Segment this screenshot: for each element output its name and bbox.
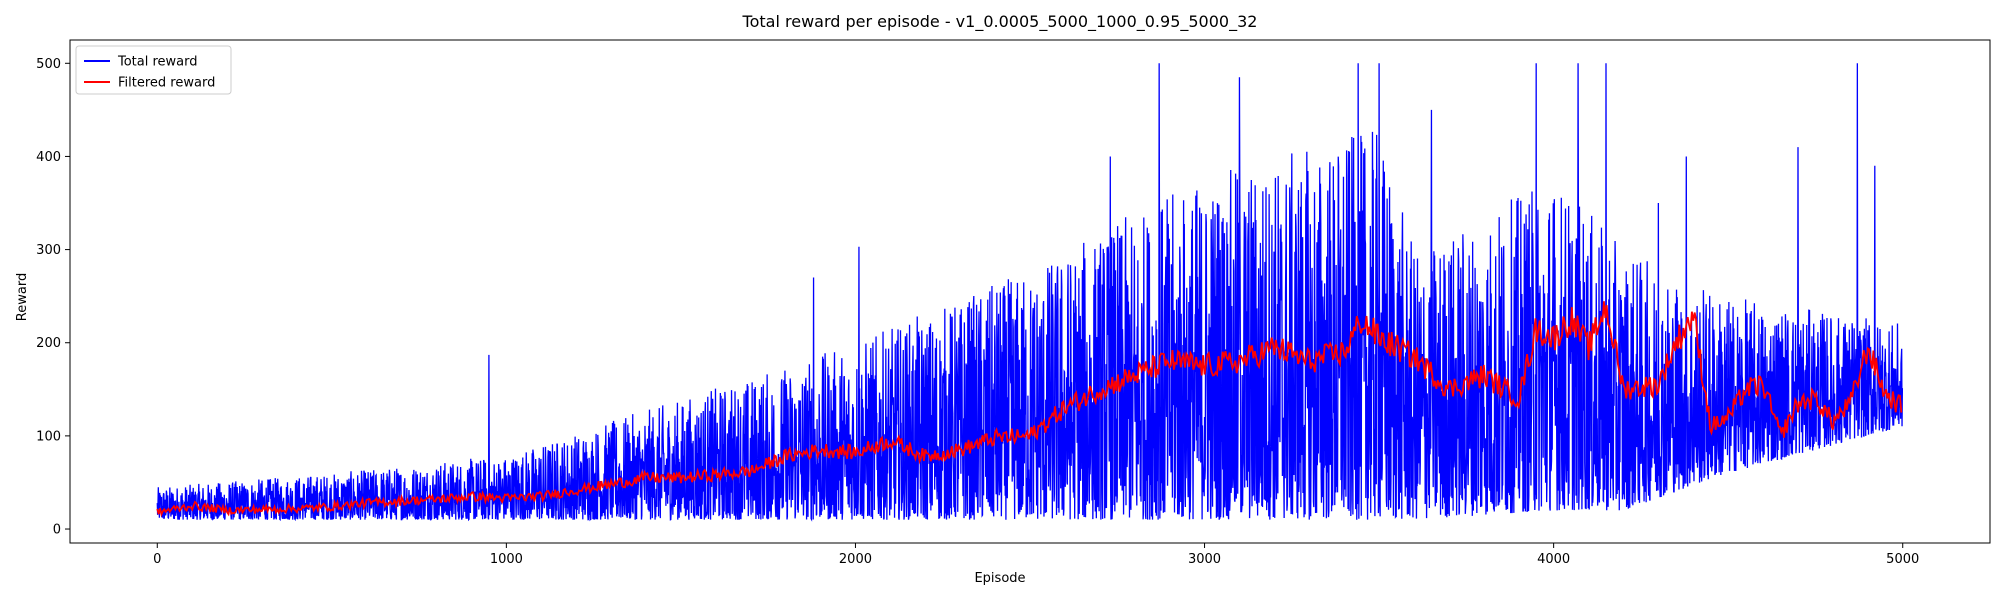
plot-area <box>156 63 1904 522</box>
plot-frame <box>69 39 1991 544</box>
legend-entry-label: Filtered reward <box>118 76 215 91</box>
y-tick-label: 500 <box>36 57 61 72</box>
legend-entry-label: Total reward <box>117 55 198 70</box>
y-tick-label: 400 <box>36 150 61 165</box>
x-tick-label: 3000 <box>1188 552 1221 567</box>
x-tick-label: 0 <box>153 552 161 567</box>
x-tick-label: 2000 <box>839 552 872 567</box>
axes: 0 1000 2000 3000 4000 5000 0 100 200 300 400 500 <box>36 39 1991 567</box>
series-total-reward-line <box>156 63 1904 522</box>
x-tick-label: 1000 <box>490 552 523 567</box>
x-tick-label: 5000 <box>1886 552 1919 567</box>
legend: Total reward Filtered reward <box>75 45 232 95</box>
y-tick-label: 300 <box>36 243 61 258</box>
y-tick-label: 200 <box>36 336 61 351</box>
y-tick-label: 100 <box>36 429 61 444</box>
y-tick-label: 0 <box>53 523 61 538</box>
x-tick-label: 4000 <box>1537 552 1570 567</box>
x-axis-label: Episode <box>974 571 1025 586</box>
series-filtered-reward-line <box>156 301 1903 518</box>
y-axis-label: Reward <box>15 273 30 321</box>
chart-title: Total reward per episode - v1_0.0005_500… <box>742 12 1258 32</box>
legend-box <box>75 45 232 95</box>
